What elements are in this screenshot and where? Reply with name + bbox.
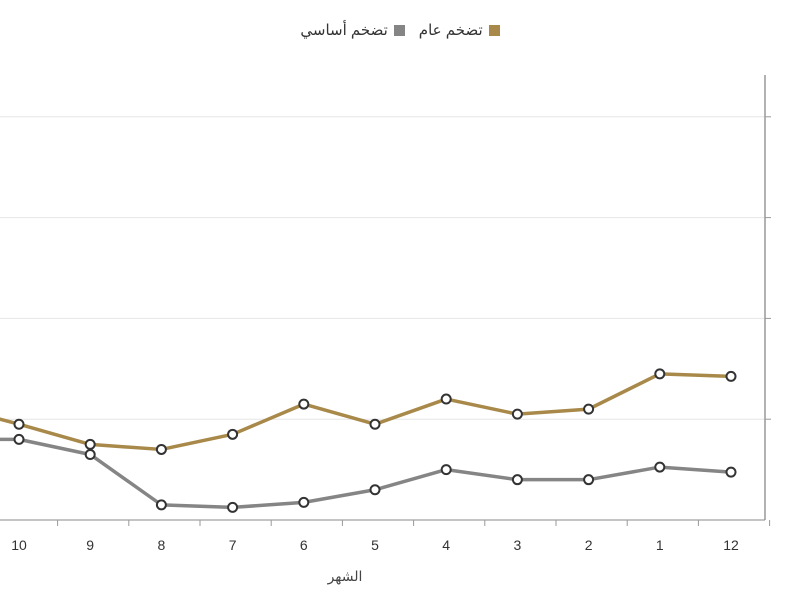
- data-point: [84, 448, 96, 460]
- data-point: [155, 443, 167, 455]
- data-point: [84, 438, 96, 450]
- data-point: [654, 368, 666, 380]
- x-tick-label: 2: [585, 537, 593, 553]
- data-point: [725, 370, 737, 382]
- series-line: [0, 437, 733, 510]
- data-point: [654, 461, 666, 473]
- legend-label-core: تضخم أساسي: [300, 22, 388, 39]
- data-point: [511, 474, 523, 486]
- x-tick-label: 9: [86, 537, 94, 553]
- x-tick-label: 1: [656, 537, 664, 553]
- x-tick-label: 6: [300, 537, 308, 553]
- legend-swatch-core: [393, 24, 405, 36]
- data-point: [155, 499, 167, 511]
- x-tick-label: 7: [229, 537, 237, 553]
- x-axis-title: الشهر: [327, 568, 363, 584]
- x-tick-label: 8: [158, 537, 166, 553]
- legend: تضخم عام تضخم أساسي: [0, 18, 800, 42]
- data-point: [583, 403, 595, 415]
- data-point: [725, 466, 737, 478]
- data-point: [369, 484, 381, 496]
- data-point: [13, 433, 25, 445]
- legend-item-core-inflation[interactable]: تضخم أساسي: [300, 21, 405, 39]
- x-tick-label: 4: [442, 537, 450, 553]
- data-point: [13, 418, 25, 430]
- x-tick-label: 3: [514, 537, 522, 553]
- data-point: [227, 428, 239, 440]
- data-point: [369, 418, 381, 430]
- data-point: [298, 496, 310, 508]
- legend-item-general-inflation[interactable]: تضخم عام: [419, 21, 500, 39]
- legend-swatch-general: [488, 24, 500, 36]
- x-tick-label: 5: [371, 537, 379, 553]
- legend-label-general: تضخم عام: [418, 22, 483, 39]
- data-point: [227, 501, 239, 513]
- data-point: [298, 398, 310, 410]
- data-point: [440, 393, 452, 405]
- data-point: [583, 474, 595, 486]
- data-point: [511, 408, 523, 420]
- x-tick-label: 12: [723, 537, 739, 553]
- series-line: [0, 372, 733, 452]
- data-point: [440, 464, 452, 476]
- x-tick-label: 10: [11, 537, 27, 553]
